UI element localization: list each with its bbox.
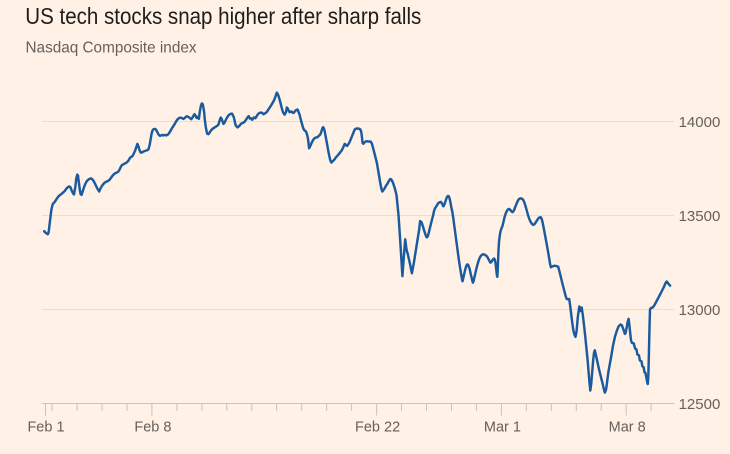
svg-text:14000: 14000 [679, 114, 721, 131]
svg-text:Feb 22: Feb 22 [355, 420, 400, 436]
svg-text:12500: 12500 [679, 396, 721, 413]
svg-text:Mar 8: Mar 8 [609, 420, 646, 436]
svg-text:Nasdaq Composite index: Nasdaq Composite index [26, 40, 197, 57]
svg-text:Feb 1: Feb 1 [27, 420, 64, 436]
svg-text:13000: 13000 [679, 302, 721, 319]
svg-text:13500: 13500 [679, 208, 721, 225]
svg-text:Feb 8: Feb 8 [134, 420, 171, 436]
svg-text:US tech stocks snap higher aft: US tech stocks snap higher after sharp f… [25, 3, 421, 29]
svg-text:Mar 1: Mar 1 [484, 420, 521, 436]
